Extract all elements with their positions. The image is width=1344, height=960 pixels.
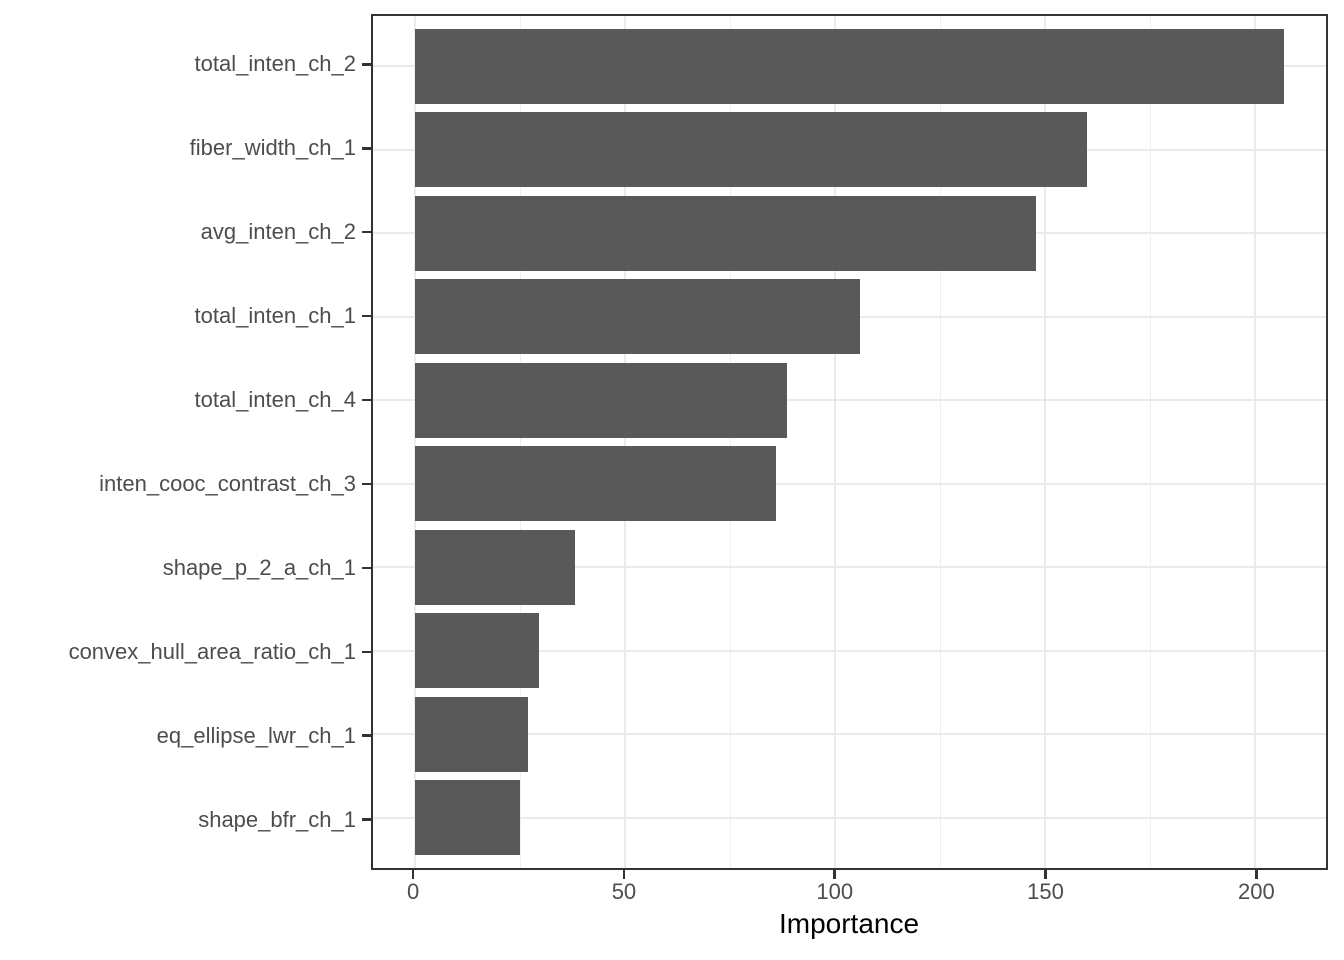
- bar-shape_p_2_a_ch_1: [414, 529, 575, 605]
- y-tick-label-shape_bfr_ch_1: shape_bfr_ch_1: [198, 806, 356, 832]
- y-tick-label-total_inten_ch_2: total_inten_ch_2: [194, 51, 356, 77]
- gridline-major-horizontal: [373, 566, 1326, 569]
- bar-avg_inten_ch_2: [414, 195, 1037, 271]
- x-tick-label-150: 150: [1027, 879, 1064, 904]
- gridline-major-vertical: [623, 16, 626, 868]
- gridline-major-horizontal: [373, 733, 1326, 736]
- gridline-major-vertical: [833, 16, 836, 868]
- y-tick-label-eq_ellipse_lwr_ch_1: eq_ellipse_lwr_ch_1: [156, 722, 356, 748]
- bar-total_inten_ch_2: [414, 28, 1284, 104]
- gridline-major-vertical: [1253, 16, 1256, 868]
- y-tick-mark: [362, 818, 371, 821]
- y-tick-label-shape_p_2_a_ch_1: shape_p_2_a_ch_1: [162, 554, 356, 580]
- y-tick-label-inten_cooc_contrast_ch_3: inten_cooc_contrast_ch_3: [99, 470, 356, 496]
- gridline-minor-vertical: [519, 16, 521, 868]
- bar-total_inten_ch_4: [414, 362, 787, 438]
- y-tick-mark: [362, 147, 371, 150]
- gridline-major-horizontal: [373, 399, 1326, 402]
- gridline-major-vertical: [1043, 16, 1046, 868]
- y-tick-label-fiber_width_ch_1: fiber_width_ch_1: [189, 135, 356, 161]
- x-tick-mark: [411, 870, 415, 879]
- y-tick-mark: [362, 566, 371, 570]
- gridline-major-horizontal: [373, 482, 1326, 485]
- x-tick-label-0: 0: [407, 879, 420, 904]
- x-tick-mark: [1044, 870, 1047, 879]
- gridline-major-vertical: [413, 16, 416, 868]
- x-tick-mark: [622, 870, 626, 879]
- x-tick-label-100: 100: [816, 879, 854, 904]
- y-tick-label-total_inten_ch_4: total_inten_ch_4: [194, 387, 356, 413]
- y-tick-mark: [362, 482, 371, 486]
- x-tick-label-50: 50: [611, 879, 637, 904]
- gridline-minor-vertical: [729, 16, 731, 868]
- y-tick-mark: [362, 230, 371, 234]
- gridline-minor-vertical: [1149, 16, 1151, 868]
- y-tick-mark: [362, 314, 371, 318]
- y-tick-mark: [362, 63, 371, 66]
- bar-convex_hull_area_ratio_ch_1: [414, 613, 539, 689]
- y-tick-mark: [362, 398, 371, 402]
- x-axis-title: Importance: [778, 908, 920, 939]
- gridline-minor-vertical: [939, 16, 941, 868]
- y-tick-label-avg_inten_ch_2: avg_inten_ch_2: [200, 219, 356, 245]
- x-tick-label-200: 200: [1237, 879, 1275, 904]
- bar-total_inten_ch_1: [414, 279, 860, 355]
- gridline-major-horizontal: [373, 816, 1326, 819]
- bar-fiber_width_ch_1: [414, 112, 1087, 188]
- bar-shape_bfr_ch_1: [414, 780, 520, 856]
- x-tick-mark: [1255, 870, 1258, 879]
- gridline-major-horizontal: [373, 649, 1326, 652]
- plot-panel: [371, 14, 1328, 870]
- bar-inten_cooc_contrast_ch_3: [414, 446, 777, 522]
- bar-eq_ellipse_lwr_ch_1: [414, 696, 529, 772]
- y-tick-label-convex_hull_area_ratio_ch_1: convex_hull_area_ratio_ch_1: [68, 638, 356, 664]
- x-tick-mark: [833, 870, 836, 879]
- y-tick-label-total_inten_ch_1: total_inten_ch_1: [194, 303, 356, 329]
- y-tick-mark: [362, 650, 371, 654]
- y-tick-mark: [362, 734, 371, 737]
